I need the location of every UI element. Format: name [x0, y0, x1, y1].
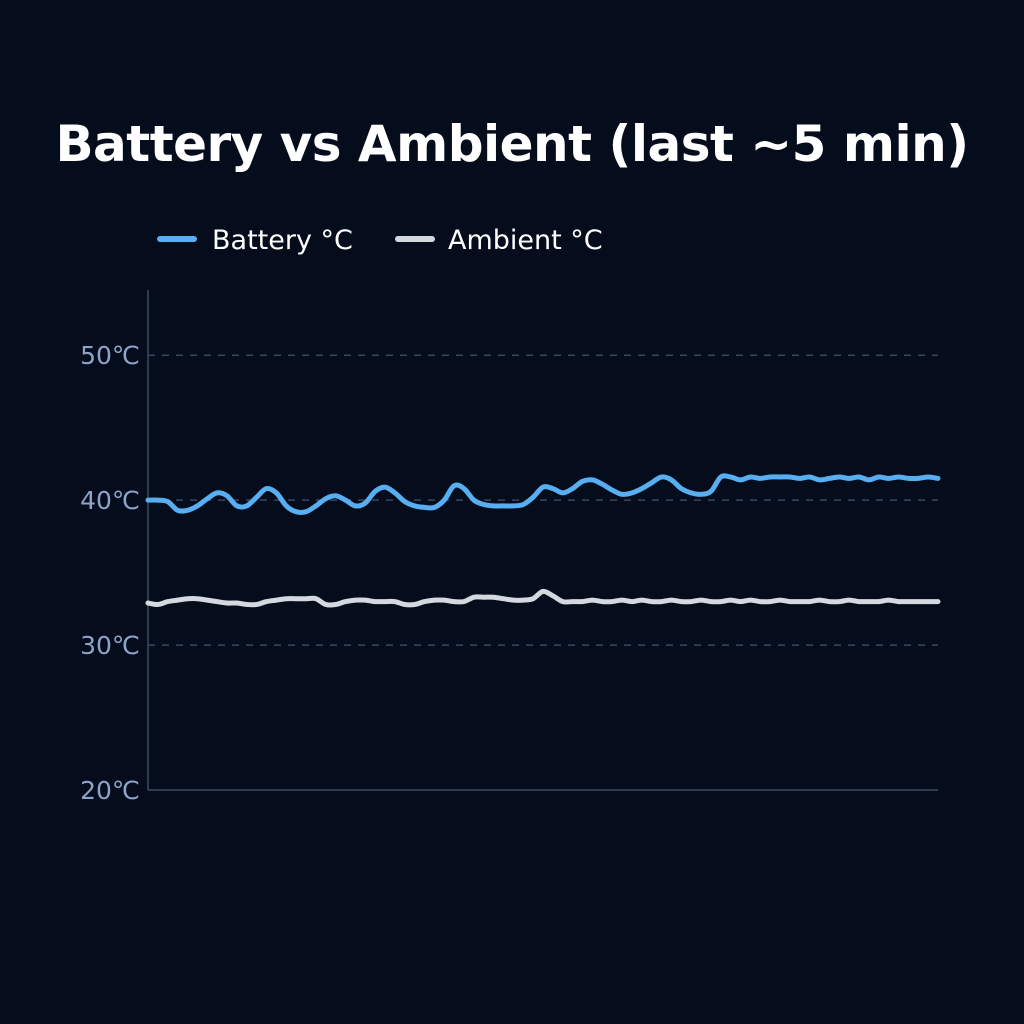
y-tick-label: 20℃: [80, 776, 140, 805]
legend-label-ambient: Ambient °C: [448, 225, 603, 256]
y-tick-label: 40℃: [80, 486, 140, 515]
axes: [147, 290, 938, 791]
series-line-battery: [145, 473, 941, 515]
series-lines: [145, 473, 941, 608]
chart-legend: Battery °C Ambient °C: [157, 225, 603, 256]
series-line-ambient: [145, 588, 941, 608]
y-tick-label: 50℃: [80, 341, 140, 370]
y-tick-labels: 20℃ 30℃ 40℃ 50℃: [80, 341, 140, 805]
legend-label-battery: Battery °C: [212, 225, 353, 256]
chart-title: Battery vs Ambient (last ~5 min): [55, 115, 969, 173]
y-tick-label: 30℃: [80, 631, 140, 660]
